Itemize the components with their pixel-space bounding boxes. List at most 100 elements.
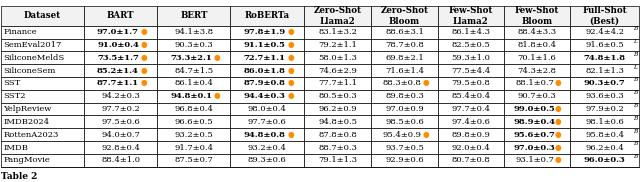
Text: 97.7±0.4: 97.7±0.4	[451, 105, 490, 113]
Text: SemEval2017: SemEval2017	[3, 41, 61, 49]
Text: ●: ●	[214, 54, 221, 62]
Text: 72.7±1.1: 72.7±1.1	[244, 54, 285, 62]
Text: 90.3±0.3: 90.3±0.3	[175, 41, 213, 49]
Text: 98.0±0.4: 98.0±0.4	[248, 105, 287, 113]
Bar	[438, 116, 504, 128]
Bar	[157, 64, 230, 77]
Bar	[1, 128, 84, 141]
Bar	[504, 154, 570, 167]
Bar	[570, 141, 639, 154]
Text: ●: ●	[555, 105, 562, 113]
Bar	[230, 26, 304, 39]
Bar	[304, 116, 371, 128]
Text: B: B	[633, 154, 637, 159]
Text: B: B	[633, 52, 637, 57]
Text: 99.0±0.5: 99.0±0.5	[514, 105, 556, 113]
Text: 74.8±1.8: 74.8±1.8	[584, 54, 626, 62]
Bar	[84, 154, 157, 167]
Text: 96.0±0.3: 96.0±0.3	[584, 156, 626, 164]
Text: 87.8±0.8: 87.8±0.8	[318, 131, 357, 139]
Bar	[157, 52, 230, 64]
Text: 93.6±0.3: 93.6±0.3	[586, 92, 624, 100]
Bar	[157, 116, 230, 128]
Bar	[438, 6, 504, 26]
Bar	[570, 52, 639, 64]
Bar	[230, 6, 304, 26]
Bar	[570, 116, 639, 128]
Bar	[84, 64, 157, 77]
Text: Full-Shot
(Best): Full-Shot (Best)	[582, 6, 627, 25]
Text: 90.7±0.3: 90.7±0.3	[518, 92, 556, 100]
Bar	[304, 64, 371, 77]
Text: 71.6±1.4: 71.6±1.4	[385, 67, 424, 75]
Text: 93.7±0.5: 93.7±0.5	[385, 144, 424, 152]
Bar	[304, 90, 371, 103]
Bar	[230, 39, 304, 52]
Text: Table 2: Table 2	[1, 172, 37, 181]
Text: 85.4±0.4: 85.4±0.4	[451, 92, 490, 100]
Bar	[504, 39, 570, 52]
Bar	[504, 6, 570, 26]
Bar	[438, 77, 504, 90]
Text: 97.7±0.6: 97.7±0.6	[248, 118, 287, 126]
Text: 86.1±0.4: 86.1±0.4	[174, 80, 213, 88]
Text: ●: ●	[287, 41, 294, 49]
Bar	[230, 128, 304, 141]
Text: 95.4±0.9: 95.4±0.9	[383, 131, 422, 139]
Text: 96.2±0.9: 96.2±0.9	[318, 105, 357, 113]
Bar	[570, 128, 639, 141]
Text: 88.1±0.7: 88.1±0.7	[515, 80, 554, 88]
Bar	[157, 77, 230, 90]
Text: Few-Shot
Llama2: Few-Shot Llama2	[449, 6, 493, 25]
Bar	[304, 141, 371, 154]
Text: 88.7±0.3: 88.7±0.3	[318, 144, 357, 152]
Text: 91.0±0.4: 91.0±0.4	[97, 41, 139, 49]
Bar	[1, 77, 84, 90]
Text: ●: ●	[141, 80, 147, 88]
Bar	[504, 128, 570, 141]
Text: 97.7±0.2: 97.7±0.2	[101, 105, 140, 113]
Bar	[304, 52, 371, 64]
Text: Finance: Finance	[3, 28, 37, 36]
Text: YelpReview: YelpReview	[3, 105, 52, 113]
Bar	[230, 90, 304, 103]
Text: IMDB: IMDB	[3, 144, 28, 152]
Bar	[504, 141, 570, 154]
Text: BART: BART	[107, 11, 134, 20]
Bar	[438, 141, 504, 154]
Text: 97.8±1.9: 97.8±1.9	[243, 28, 285, 36]
Bar	[1, 90, 84, 103]
Text: ●: ●	[141, 67, 147, 75]
Text: 89.8±0.9: 89.8±0.9	[451, 131, 490, 139]
Bar	[438, 103, 504, 116]
Bar	[230, 154, 304, 167]
Bar	[371, 116, 438, 128]
Bar	[570, 39, 639, 52]
Text: 87.9±0.8: 87.9±0.8	[244, 80, 285, 88]
Text: 78.7±0.8: 78.7±0.8	[385, 41, 424, 49]
Text: 87.7±1.1: 87.7±1.1	[97, 80, 139, 88]
Bar	[570, 103, 639, 116]
Bar	[438, 128, 504, 141]
Bar	[84, 52, 157, 64]
Bar	[504, 26, 570, 39]
Text: 91.1±0.5: 91.1±0.5	[244, 41, 285, 49]
Bar	[230, 64, 304, 77]
Text: Zero-Shot
Bloom: Zero-Shot Bloom	[381, 6, 429, 25]
Bar	[1, 39, 84, 52]
Text: 92.8±0.4: 92.8±0.4	[101, 144, 140, 152]
Bar	[371, 141, 438, 154]
Text: B: B	[633, 103, 637, 108]
Bar	[504, 52, 570, 64]
Text: 80.7±0.8: 80.7±0.8	[451, 156, 490, 164]
Bar	[371, 90, 438, 103]
Bar	[371, 154, 438, 167]
Text: Zero-Shot
Llama2: Zero-Shot Llama2	[314, 6, 362, 25]
Text: Few-Shot
Bloom: Few-Shot Bloom	[515, 6, 559, 25]
Text: 86.0±1.8: 86.0±1.8	[244, 67, 285, 75]
Text: 84.7±1.5: 84.7±1.5	[174, 67, 213, 75]
Text: ●: ●	[555, 156, 562, 164]
Text: 59.3±1.0: 59.3±1.0	[451, 54, 490, 62]
Bar	[438, 90, 504, 103]
Bar	[438, 26, 504, 39]
